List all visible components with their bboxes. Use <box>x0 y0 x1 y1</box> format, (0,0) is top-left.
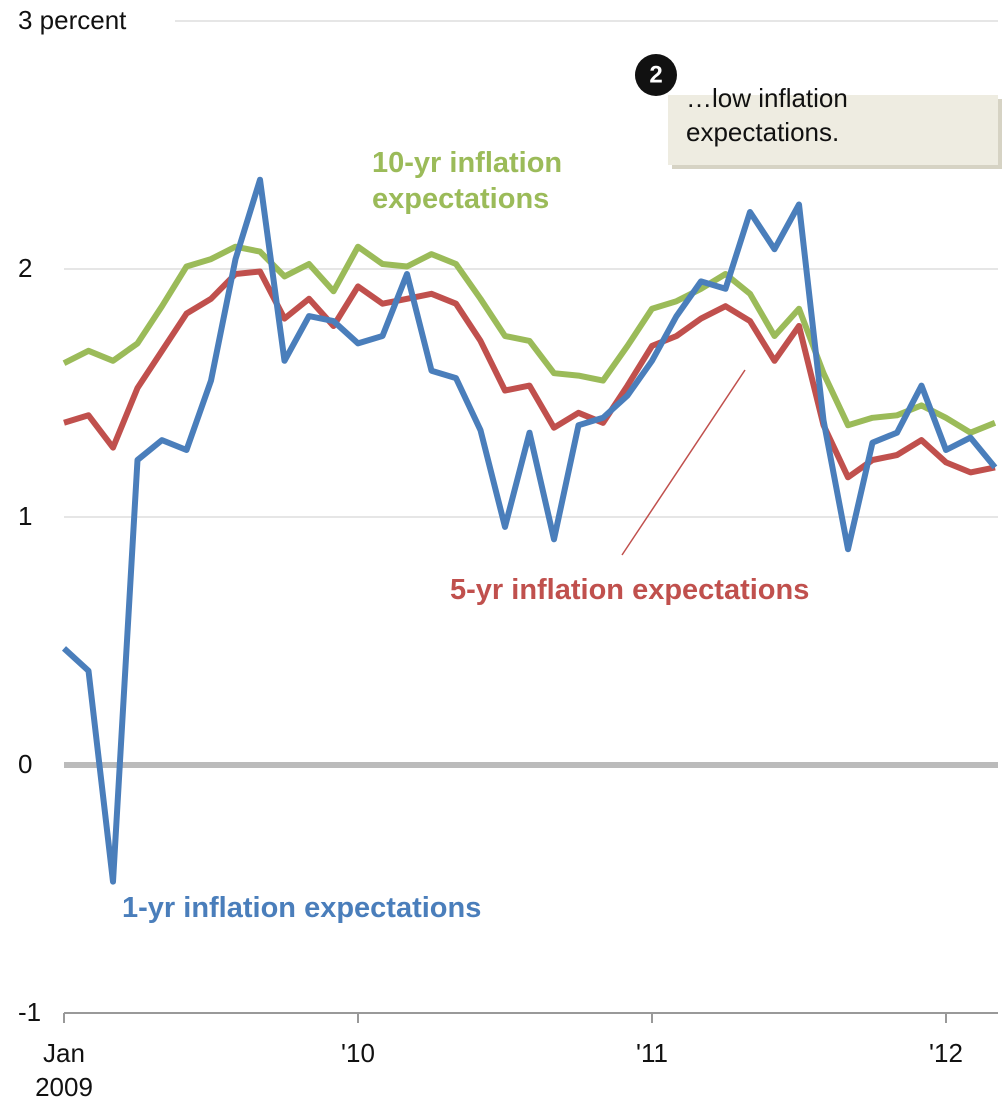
x-tick-label: '11 <box>636 1038 668 1068</box>
callout-badge <box>635 54 677 96</box>
x-tick-label: '10 <box>341 1038 375 1068</box>
callout-text: …low inflation expectations. <box>686 83 848 147</box>
y-tick-label: 2 <box>18 253 33 283</box>
series-line <box>62 243 997 436</box>
callout-badge-text: 2 <box>649 61 662 88</box>
y-tick-label: -1 <box>18 997 42 1027</box>
x-tick-label: Jan 2009 <box>35 1038 93 1102</box>
y-tick-label: 3 percent <box>18 5 127 35</box>
series-label: 10-yr inflation expectations <box>372 147 563 216</box>
series-label: 5-yr inflation expectations <box>450 574 810 606</box>
series-line <box>61 176 998 885</box>
y-tick-label: 1 <box>18 501 33 531</box>
callout-box <box>668 95 998 165</box>
series-label: 1-yr inflation expectations <box>122 892 482 924</box>
y-tick-label: 0 <box>18 749 33 779</box>
x-tick-label: '12 <box>929 1038 963 1068</box>
series-line <box>63 268 996 481</box>
leader-line <box>621 369 746 556</box>
